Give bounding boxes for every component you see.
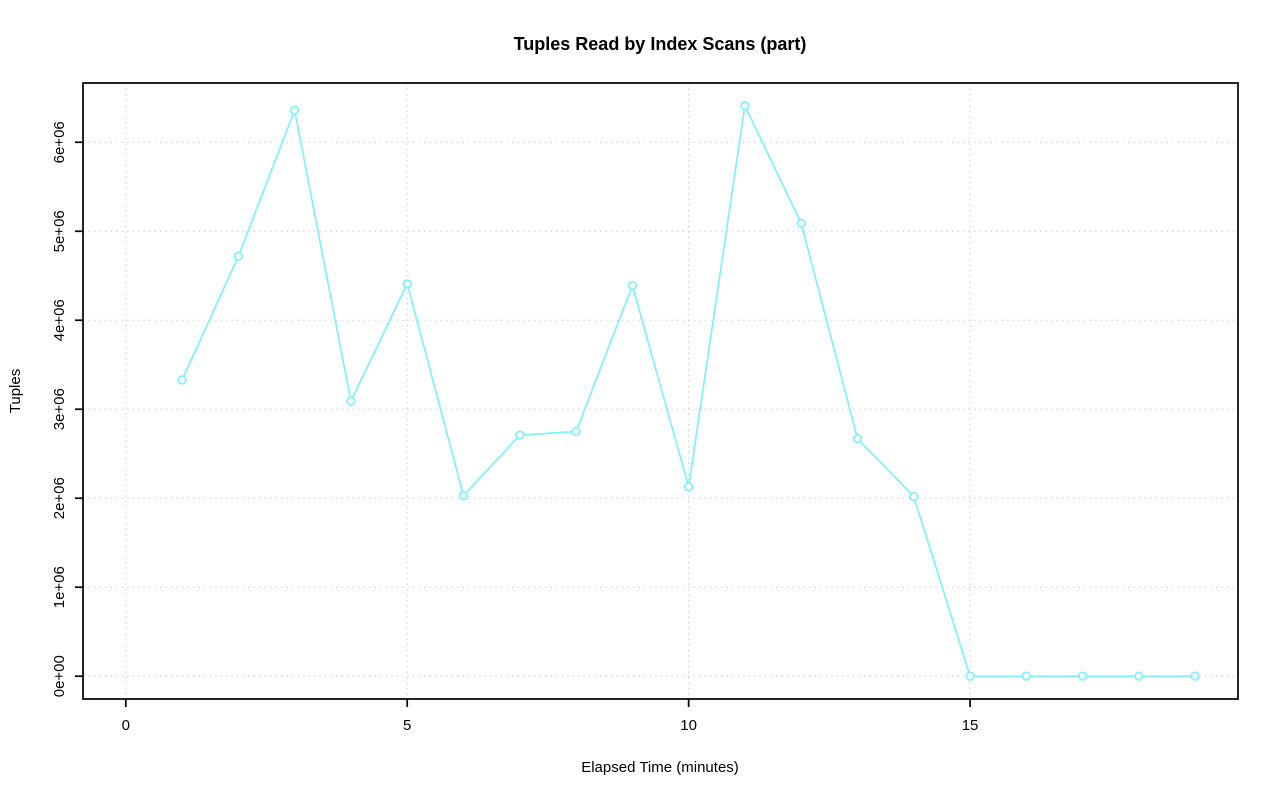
data-point-marker	[627, 280, 638, 291]
y-tick-label: 5e+06	[51, 210, 68, 252]
series-layer	[177, 101, 1200, 681]
y-tick-label: 3e+06	[51, 388, 68, 430]
y-tick-label: 2e+06	[51, 477, 68, 519]
x-axis-title: Elapsed Time (minutes)	[581, 759, 739, 776]
data-point-marker	[740, 101, 750, 111]
data-point-marker	[1021, 671, 1032, 681]
data-point-marker	[346, 396, 356, 406]
chart-title: Tuples Read by Index Scans (part)	[514, 34, 807, 54]
data-point-marker	[852, 433, 863, 444]
data-point-marker	[683, 482, 694, 492]
data-point-marker	[571, 426, 581, 437]
data-point-marker	[796, 218, 806, 228]
y-tick-label: 0e+00	[51, 655, 68, 697]
data-point-marker	[1190, 671, 1200, 681]
data-point-marker	[402, 279, 412, 289]
data-point-marker	[515, 430, 525, 440]
data-point-marker	[289, 105, 300, 115]
x-tick-label: 10	[680, 717, 697, 734]
data-point-marker	[909, 491, 919, 502]
data-point-marker	[177, 375, 187, 385]
data-point-marker	[1134, 671, 1144, 681]
x-tick-label: 15	[962, 717, 979, 734]
data-point-marker	[1077, 671, 1088, 681]
y-axis-title: Tuples	[7, 369, 24, 413]
axis-layer: 0 5 10 15 0e+00 1e+06 2e+06 3e+06 4e+06 5e+06 6e+0…	[51, 82, 1239, 734]
y-tick-label: 6e+06	[51, 121, 68, 163]
grid-layer	[83, 83, 1238, 699]
data-point-marker	[458, 490, 469, 501]
data-point-marker	[233, 251, 244, 261]
x-tick-label: 0	[122, 717, 130, 734]
plot-border	[82, 82, 1239, 700]
data-point-marker	[965, 671, 975, 681]
y-tick-label: 1e+06	[51, 566, 68, 608]
x-tick-label: 5	[403, 717, 411, 734]
y-tick-label: 4e+06	[51, 299, 68, 341]
